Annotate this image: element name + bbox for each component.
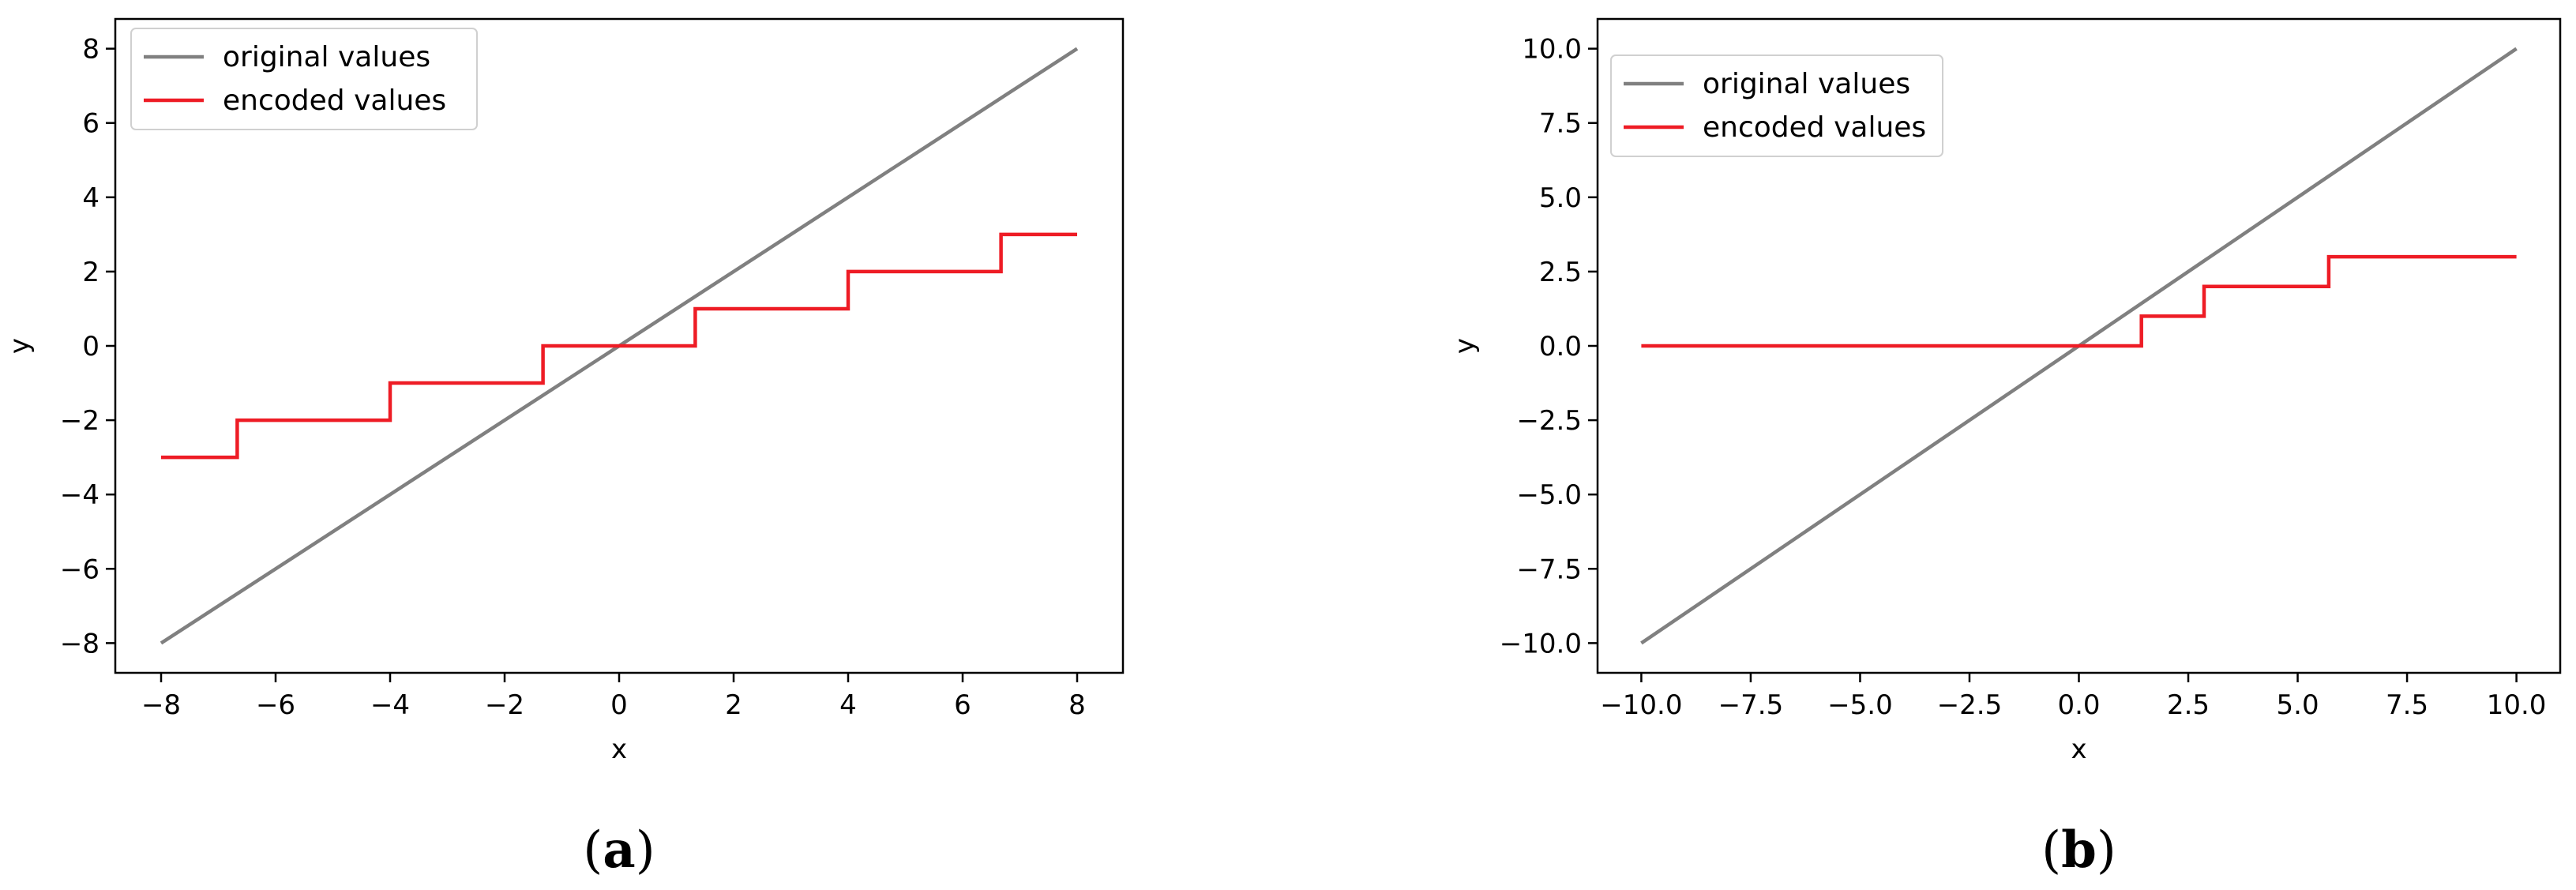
x-tick-label: −7.5	[1718, 689, 1784, 721]
x-axis-label: x	[611, 734, 627, 765]
x-tick-label: −10.0	[1600, 689, 1682, 721]
legend-label: original values	[1703, 68, 1910, 100]
legend-label: original values	[223, 41, 430, 73]
legend-box	[130, 28, 478, 130]
x-tick-label: 0	[610, 689, 628, 721]
y-tick-label: 0	[82, 331, 100, 362]
series-group	[1640, 47, 2518, 645]
y-tick-label: 5.0	[1539, 182, 1582, 214]
x-tick-label: −6	[256, 689, 295, 721]
x-tick-label: −8	[141, 689, 181, 721]
y-tick-label: −8	[60, 628, 100, 659]
x-axis-label: x	[2071, 734, 2086, 765]
x-tick-label: 7.5	[2386, 689, 2428, 721]
y-tick-label: −7.5	[1516, 554, 1582, 585]
y-tick-label: −10.0	[1500, 628, 1582, 659]
chart-panel-b: −10.0 −7.5 −5.0 −2.5 0.0 2.5 5.0 7.5 10.0 −10.0 −7…	[1449, 17, 2562, 880]
x-tick-label: 8	[1068, 689, 1086, 721]
panel-caption: (b)	[2041, 821, 2116, 880]
y-tick-label: −2	[60, 405, 100, 437]
y-axis-label: y	[1449, 338, 1481, 354]
legend: original values encoded values	[130, 28, 478, 130]
y-tick-label: 4	[82, 182, 100, 214]
y-tick-label: 7.5	[1539, 108, 1582, 140]
y-tick-label: −5.0	[1516, 479, 1582, 511]
y-tick-label: −2.5	[1516, 405, 1582, 437]
y-tick-label: 8	[82, 34, 100, 66]
x-tick-label: −4	[370, 689, 410, 721]
x-tick-label: 4	[839, 689, 857, 721]
x-tick-label: 5.0	[2277, 689, 2319, 721]
y-tick-label: 0.0	[1539, 331, 1582, 362]
y-tick-label: 10.0	[1522, 34, 1582, 66]
series-line-encoded-values	[1641, 254, 2517, 348]
legend-label: encoded values	[223, 84, 446, 117]
y-tick-label: −6	[60, 554, 100, 585]
y-tick-label: 2	[82, 257, 100, 288]
x-tick-label: −2	[485, 689, 524, 721]
x-tick-label: −5.0	[1827, 689, 1893, 721]
x-tick-label: 0.0	[2057, 689, 2100, 721]
legend: original values encoded values	[1610, 54, 1943, 157]
chart-panel-a: −8 −6 −4 −2 0 2 4 6 8 −8 −6 −4 −2 0 2 4 6 8 x y original val…	[4, 17, 1125, 880]
legend-box	[1610, 54, 1943, 157]
x-tick-label: 6	[954, 689, 971, 721]
x-tick-label: −2.5	[1937, 689, 2003, 721]
series-group	[160, 47, 1079, 645]
x-tick-label: 2	[725, 689, 742, 721]
series-line-encoded-values	[161, 232, 1077, 460]
panel-caption: (a)	[583, 821, 655, 880]
y-tick-label: 6	[82, 108, 100, 140]
legend-label: encoded values	[1703, 111, 1926, 144]
y-tick-label: 2.5	[1539, 257, 1582, 288]
y-tick-label: −4	[60, 479, 100, 511]
y-axis-label: y	[4, 338, 36, 354]
x-tick-label: 10.0	[2487, 689, 2547, 721]
x-tick-label: 2.5	[2167, 689, 2210, 721]
